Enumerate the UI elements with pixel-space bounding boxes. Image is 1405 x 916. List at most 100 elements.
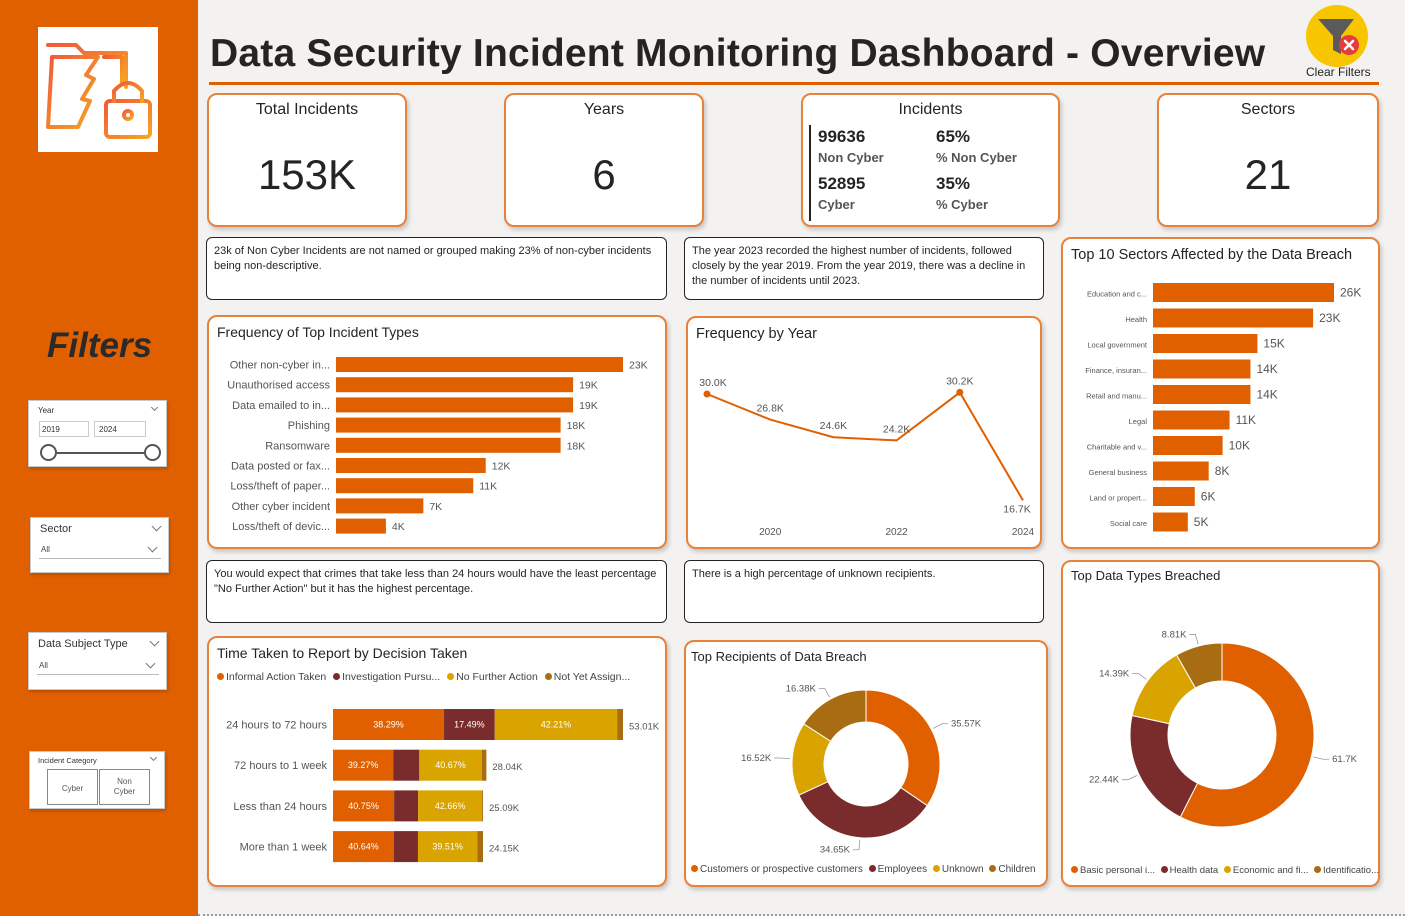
chevron-down-icon[interactable] (150, 403, 159, 412)
category-label: Loss/theft of paper... (230, 481, 330, 493)
leader-line (1313, 756, 1330, 760)
chart-title: Frequency by Year (696, 326, 817, 342)
segment-label: 42.66% (435, 801, 466, 811)
category-label: Local government (1087, 341, 1148, 350)
year-slider-end-handle[interactable] (144, 444, 161, 461)
sector-dropdown[interactable]: All (39, 542, 161, 559)
non-cyber-label: Non Cyber (818, 150, 884, 165)
legend-label: Unknown (941, 864, 984, 875)
total-label: 24.15K (489, 844, 520, 855)
legend-item[interactable]: Economic and fi... (1223, 865, 1308, 876)
funnel-clear-icon (1306, 5, 1368, 67)
category-label: Other cyber incident (232, 501, 330, 513)
legend-item[interactable]: Informal Action Taken (217, 671, 326, 683)
legend-item[interactable]: Employees (868, 864, 927, 875)
data-label: 18K (567, 420, 586, 432)
data-label: 12K (492, 461, 511, 473)
legend-dot (932, 865, 940, 872)
bar (1153, 512, 1188, 532)
legend-item[interactable]: Basic personal i... (1071, 865, 1155, 876)
legend-label: Not Yet Assign... (553, 671, 631, 683)
bar-segment (419, 749, 482, 781)
chart-legend: Customers or prospective customers Emplo… (691, 864, 1036, 875)
time-to-report-chart[interactable]: Time Taken to Report by Decision Taken I… (207, 636, 667, 887)
clear-filters-button[interactable]: Clear Filters (1300, 2, 1380, 82)
cyber-label: Cyber (818, 197, 855, 212)
data-subject-type-dropdown[interactable]: All (37, 658, 159, 675)
chevron-down-icon[interactable] (149, 753, 158, 762)
segment-label: 39.27% (348, 760, 379, 770)
data-label: 14K (1256, 362, 1277, 376)
bar-segment (333, 790, 395, 822)
legend-item[interactable]: Investigation Pursu... (333, 671, 440, 683)
data-label: 34.65K (820, 845, 851, 856)
data-subject-type-slicer[interactable]: Data Subject Type All (28, 632, 167, 690)
legend-item[interactable]: No Further Action (447, 671, 538, 683)
segment-label: 40.67% (435, 760, 466, 770)
data-label: 30.0K (699, 377, 726, 389)
logo (38, 27, 158, 152)
legend-item[interactable]: Health data (1160, 865, 1218, 876)
year-slicer[interactable]: Year 2019 2024 (28, 400, 167, 467)
kpi-value: 21 (1244, 151, 1292, 198)
bar (336, 377, 574, 393)
legend-item[interactable]: Not Yet Assign... (544, 671, 631, 683)
kpi-sectors: Sectors 21 (1157, 93, 1379, 227)
chart-legend: Informal Action Taken Investigation Purs… (217, 671, 630, 683)
data-label: 7K (429, 501, 442, 513)
category-label: General business (1089, 468, 1148, 477)
year-from-input[interactable]: 2019 (39, 421, 89, 437)
bar (336, 357, 623, 372)
frequency-by-year-chart[interactable]: Frequency by Year 30.0K 26.8K 24.6K 24.2K 30… (686, 316, 1042, 549)
donut-slice (1129, 714, 1199, 818)
filters-heading: Filters (47, 326, 153, 365)
incident-category-option-cyber[interactable]: Cyber (47, 769, 98, 805)
chart-title: Frequency of Top Incident Types (217, 324, 419, 340)
legend-dot (1314, 866, 1322, 873)
year-to-input[interactable]: 2024 (94, 421, 146, 437)
bar-segment (333, 749, 394, 781)
segment-label: 17.49% (454, 720, 485, 730)
bar (1153, 283, 1334, 302)
bar-segment (494, 709, 618, 740)
legend-label: Identificatio... (1323, 865, 1379, 876)
legend-label: Children (998, 864, 1036, 875)
segment-label: 40.64% (348, 842, 379, 852)
kpi-total-incidents: Total Incidents 153K (207, 93, 407, 227)
year-slider-start-handle[interactable] (40, 444, 57, 461)
bar (1153, 436, 1223, 455)
leader-line (1189, 634, 1199, 645)
legend-item[interactable]: Identificatio... (1314, 865, 1379, 876)
option-label: Non Cyber (113, 777, 136, 796)
top-recipients-chart[interactable]: Top Recipients of Data Breach 35.57K 34.6… (684, 640, 1048, 887)
chart-legend: Basic personal i... Health data Economic… (1071, 865, 1379, 876)
cyber-pct-label: % Cyber (936, 197, 989, 212)
bar-segment (393, 831, 418, 863)
legend-item[interactable]: Children (989, 864, 1036, 875)
category-label: More than 1 week (240, 842, 328, 854)
total-label: 28.04K (492, 762, 523, 773)
top-data-types-chart[interactable]: Top Data Types Breached 61.7K 22.44K 14.39… (1061, 560, 1380, 887)
top-sectors-chart[interactable]: Top 10 Sectors Affected by the Data Brea… (1061, 237, 1380, 549)
data-label: 30.2K (946, 375, 973, 387)
category-label: Education and c... (1087, 290, 1147, 299)
x-tick-label: 2022 (885, 527, 908, 538)
legend-dot (333, 673, 341, 680)
data-label: 14K (1256, 388, 1277, 402)
data-label: 14.39K (1099, 668, 1130, 679)
donut-slice (798, 780, 928, 839)
incident-category-slicer[interactable]: Incident Category Cyber Non Cyber (29, 751, 165, 809)
category-label: Ransomware (265, 440, 330, 452)
incident-types-chart[interactable]: Frequency of Top Incident Types Other no… (207, 315, 667, 549)
legend-item[interactable]: Customers or prospective customers (691, 864, 863, 875)
category-label: Unauthorised access (227, 380, 330, 392)
kpi-divider (809, 125, 811, 221)
data-label: 26K (1340, 286, 1361, 300)
data-label: 16.38K (786, 683, 817, 694)
chevron-down-icon[interactable] (151, 521, 162, 532)
chevron-down-icon[interactable] (149, 636, 160, 647)
legend-item[interactable]: Unknown (932, 864, 984, 875)
data-subject-type-value: All (39, 661, 48, 670)
sector-slicer[interactable]: Sector All (30, 517, 169, 573)
incident-category-option-non-cyber[interactable]: Non Cyber (99, 769, 150, 805)
